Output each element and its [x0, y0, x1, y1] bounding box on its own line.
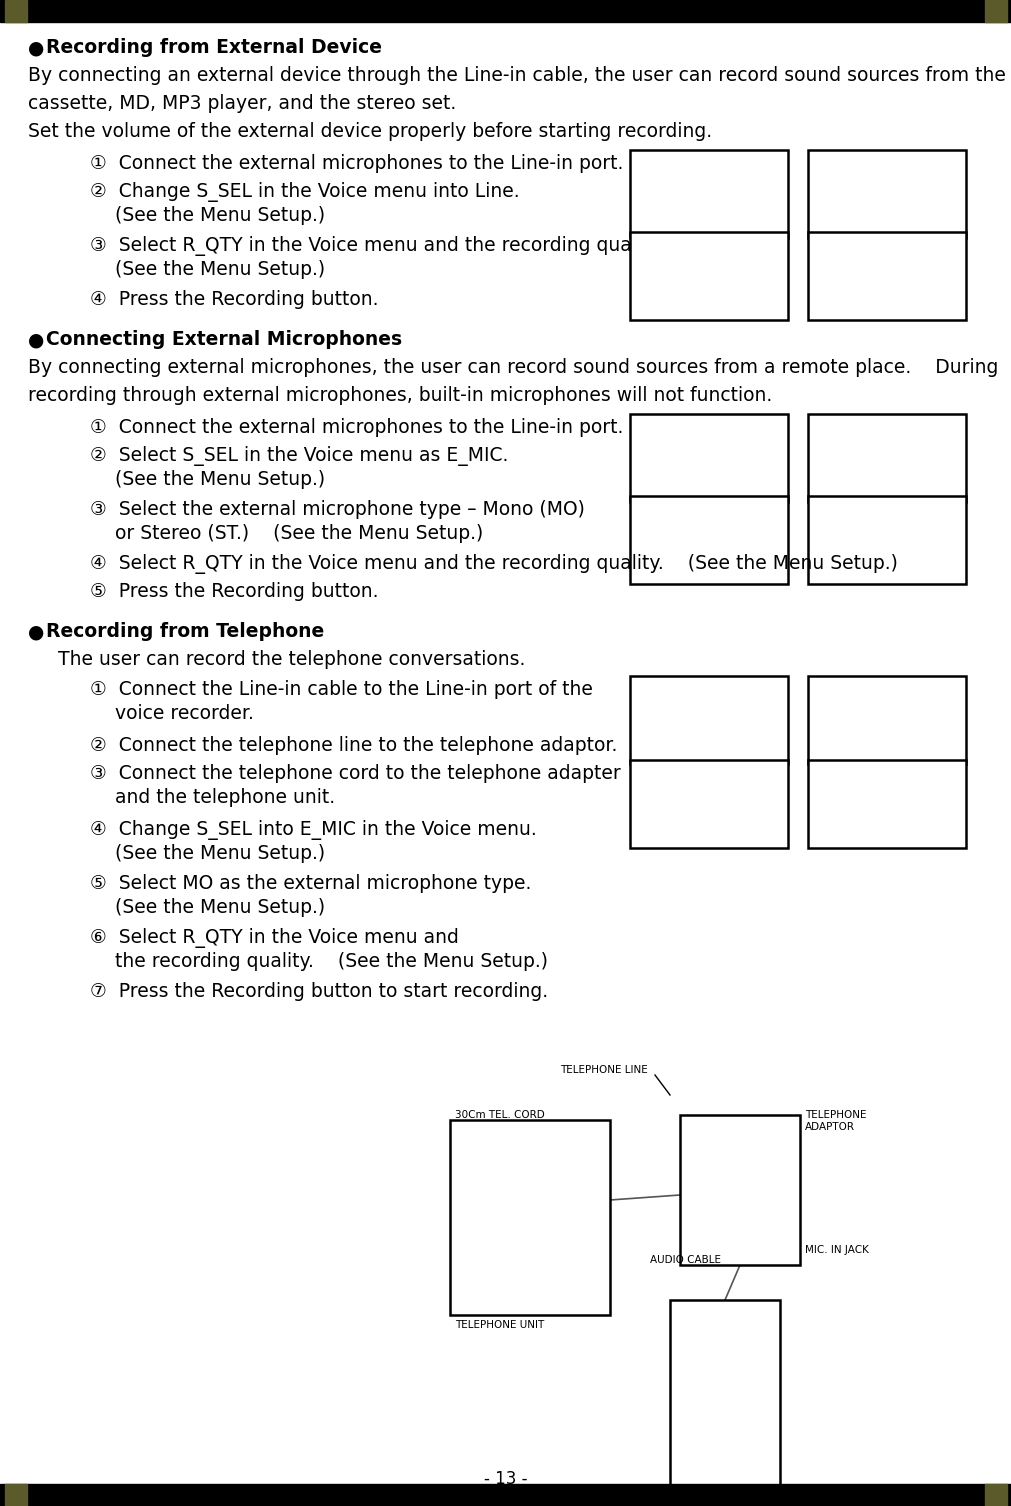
Bar — [630, 761, 788, 848]
Text: ③  Select the external microphone type – Mono (MO): ③ Select the external microphone type – … — [90, 500, 584, 520]
Bar — [0, 0, 1011, 23]
Bar — [5, 1483, 27, 1506]
Bar — [807, 761, 966, 848]
Text: ④  Select R_QTY in the Voice menu and the recording quality.    (See the Menu Se: ④ Select R_QTY in the Voice menu and the… — [90, 554, 897, 574]
Text: (See the Menu Setup.): (See the Menu Setup.) — [115, 843, 325, 863]
Text: ①  Connect the Line-in cable to the Line-in port of the: ① Connect the Line-in cable to the Line-… — [90, 681, 592, 699]
Text: Connecting External Microphones: Connecting External Microphones — [45, 330, 401, 349]
Text: ADAPTOR: ADAPTOR — [804, 1122, 854, 1133]
Text: TELEPHONE: TELEPHONE — [804, 1110, 865, 1120]
Bar — [630, 232, 788, 319]
Text: voice recorder.: voice recorder. — [115, 703, 254, 723]
Text: 30Cm TEL. CORD: 30Cm TEL. CORD — [455, 1110, 544, 1120]
Text: (See the Menu Setup.): (See the Menu Setup.) — [115, 470, 325, 489]
Text: MIC. IN JACK: MIC. IN JACK — [804, 1245, 868, 1254]
Text: ⑥  Select R_QTY in the Voice menu and: ⑥ Select R_QTY in the Voice menu and — [90, 928, 458, 947]
Text: ①  Connect the external microphones to the Line-in port.: ① Connect the external microphones to th… — [90, 154, 623, 173]
Text: ③  Connect the telephone cord to the telephone adapter: ③ Connect the telephone cord to the tele… — [90, 764, 620, 783]
Text: AUDIO CABLE: AUDIO CABLE — [649, 1254, 720, 1265]
Text: Recording from Telephone: Recording from Telephone — [45, 622, 324, 642]
Text: The user can record the telephone conversations.: The user can record the telephone conver… — [58, 651, 525, 669]
Bar — [630, 414, 788, 501]
Bar — [5, 0, 27, 23]
Text: ⑤  Select MO as the external microphone type.: ⑤ Select MO as the external microphone t… — [90, 873, 531, 893]
Text: Recording from External Device: Recording from External Device — [45, 38, 381, 57]
Bar — [450, 1120, 610, 1315]
Text: By connecting an external device through the Line-in cable, the user can record : By connecting an external device through… — [28, 66, 1005, 84]
Text: ②  Select S_SEL in the Voice menu as E_MIC.: ② Select S_SEL in the Voice menu as E_MI… — [90, 446, 508, 465]
Text: ●: ● — [28, 38, 51, 57]
Bar — [807, 414, 966, 501]
Text: By connecting external microphones, the user can record sound sources from a rem: By connecting external microphones, the … — [28, 358, 998, 376]
Text: (See the Menu Setup.): (See the Menu Setup.) — [115, 898, 325, 917]
Text: the recording quality.    (See the Menu Setup.): the recording quality. (See the Menu Set… — [115, 952, 548, 971]
Text: ●: ● — [28, 622, 51, 642]
Text: TELEPHONE UNIT: TELEPHONE UNIT — [455, 1319, 544, 1330]
Text: ●: ● — [28, 330, 51, 349]
Text: (See the Menu Setup.): (See the Menu Setup.) — [115, 206, 325, 224]
Bar — [984, 1483, 1006, 1506]
Text: ①  Connect the external microphones to the Line-in port.: ① Connect the external microphones to th… — [90, 419, 623, 437]
Text: cassette, MD, MP3 player, and the stereo set.: cassette, MD, MP3 player, and the stereo… — [28, 93, 456, 113]
Bar — [679, 1114, 800, 1265]
Text: ⑦  Press the Recording button to start recording.: ⑦ Press the Recording button to start re… — [90, 982, 548, 1001]
Text: ③  Select R_QTY in the Voice menu and the recording quality.: ③ Select R_QTY in the Voice menu and the… — [90, 236, 663, 256]
Text: recording through external microphones, built-in microphones will not function.: recording through external microphones, … — [28, 386, 771, 405]
Text: TELEPHONE LINE: TELEPHONE LINE — [559, 1065, 647, 1075]
Text: (See the Menu Setup.): (See the Menu Setup.) — [115, 261, 325, 279]
Text: or Stereo (ST.)    (See the Menu Setup.): or Stereo (ST.) (See the Menu Setup.) — [115, 524, 483, 544]
Bar — [807, 232, 966, 319]
Bar — [984, 0, 1006, 23]
Text: ④  Press the Recording button.: ④ Press the Recording button. — [90, 291, 378, 309]
Text: and the telephone unit.: and the telephone unit. — [115, 788, 335, 807]
Text: ④  Change S_SEL into E_MIC in the Voice menu.: ④ Change S_SEL into E_MIC in the Voice m… — [90, 819, 536, 840]
Bar — [630, 151, 788, 238]
Bar — [630, 676, 788, 764]
Bar — [807, 495, 966, 584]
Text: Set the volume of the external device properly before starting recording.: Set the volume of the external device pr… — [28, 122, 712, 142]
Text: ②  Connect the telephone line to the telephone adaptor.: ② Connect the telephone line to the tele… — [90, 736, 617, 755]
Text: ②  Change S_SEL in the Voice menu into Line.: ② Change S_SEL in the Voice menu into Li… — [90, 182, 519, 202]
Bar — [807, 676, 966, 764]
Bar — [669, 1300, 779, 1500]
Text: ⑤  Press the Recording button.: ⑤ Press the Recording button. — [90, 581, 378, 601]
Text: - 13 -: - 13 - — [484, 1470, 527, 1488]
Bar — [0, 1483, 1011, 1506]
Bar — [630, 495, 788, 584]
Bar — [807, 151, 966, 238]
